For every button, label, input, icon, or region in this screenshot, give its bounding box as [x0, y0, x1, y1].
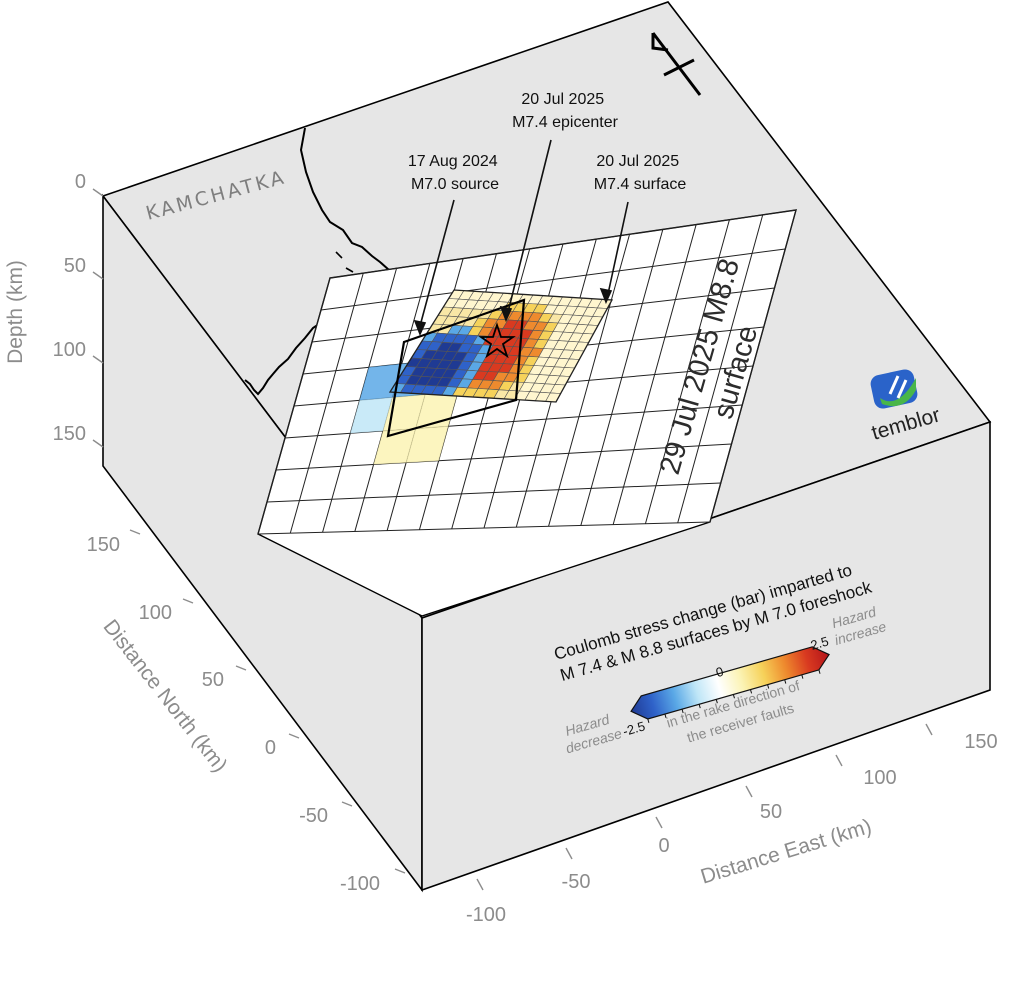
east-tick-neg50: -50	[562, 871, 591, 893]
north-tick-50: 50	[202, 669, 224, 691]
m74-fault-surface	[388, 289, 614, 403]
north-tick-150: 150	[87, 534, 120, 556]
colorbar-tick	[664, 713, 667, 719]
south-face	[421, 420, 991, 892]
colorbar-tick	[784, 679, 787, 684]
stress-patch	[406, 426, 449, 463]
m88-surface-grid	[257, 209, 797, 535]
east-axis	[476, 723, 933, 891]
colorbar-ramp	[630, 646, 830, 720]
depth-tick-50: 50	[64, 255, 86, 277]
legend-mid-label: 0	[714, 664, 725, 680]
east-tick-150: 150	[964, 731, 997, 753]
m88-grid-line	[266, 482, 721, 503]
colorbar-tick	[732, 694, 735, 699]
north-tick-0: 0	[265, 737, 276, 759]
colorbar-tick	[767, 684, 770, 689]
m88-grid-line	[275, 443, 732, 471]
temblor-logo-icon	[870, 369, 918, 409]
colorbar-tick	[681, 709, 684, 714]
coastline-islands	[335, 251, 396, 302]
north-tick-neg50: -50	[299, 805, 328, 827]
m74-surface-label: 20 Jul 2025 M7.4 surface	[594, 153, 687, 193]
east-tick-0: 0	[658, 835, 669, 857]
colorbar-tick	[698, 704, 701, 709]
m88-grid-line	[320, 248, 786, 311]
stress-patch	[373, 428, 416, 465]
depth-axis	[92, 188, 104, 448]
legend-max-label: 2.5	[809, 633, 831, 652]
east-tick-100: 100	[863, 767, 896, 789]
depth-axis-label: Depth (km)	[4, 260, 27, 364]
depth-tick-100: 100	[53, 339, 86, 361]
epicenter-star	[478, 322, 516, 359]
east-axis-label: Distance East (km)	[698, 815, 874, 889]
m70-source-outline	[386, 298, 526, 438]
annotation-arrows	[413, 139, 629, 337]
depth-tick-150: 150	[53, 423, 86, 445]
legend-colorbar	[630, 646, 830, 723]
north-axis-label: Distance North (km)	[99, 615, 232, 776]
m88-grid-line	[284, 404, 743, 439]
depth-tick-0: 0	[75, 171, 86, 193]
east-tick-neg100: -100	[466, 904, 506, 926]
east-tick-50: 50	[760, 801, 782, 823]
north-tick-100: 100	[139, 602, 172, 624]
m88-grid-line	[257, 521, 711, 535]
colorbar-tick	[647, 718, 650, 723]
north-axis	[129, 529, 406, 874]
foreshock-source-label: 17 Aug 2024 M7.0 source	[408, 153, 502, 193]
epicenter-label: 20 Jul 2025 M7.4 epicenter	[512, 91, 619, 131]
north-tick-neg100: -100	[340, 873, 380, 895]
colorbar-tick	[801, 674, 804, 679]
m88-grid-line	[329, 209, 797, 279]
stress-patch	[350, 397, 393, 434]
north-arrow-icon	[651, 32, 702, 96]
colorbar-tick	[749, 689, 753, 694]
m74-outline	[388, 289, 614, 403]
colorbar-tick	[818, 669, 821, 674]
colorbar-tick	[715, 699, 718, 704]
legend-min-label: -2.5	[621, 718, 647, 739]
